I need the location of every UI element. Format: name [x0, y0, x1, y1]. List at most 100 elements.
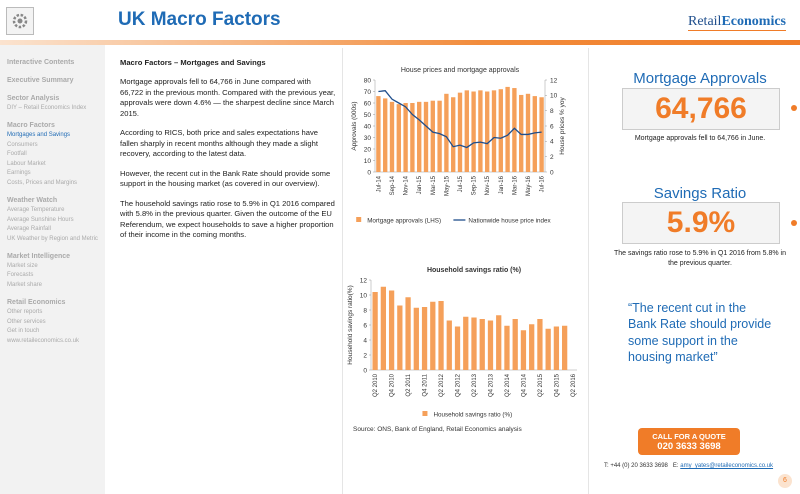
bar	[383, 98, 388, 172]
divider	[588, 48, 589, 494]
x-tick-label: Nov-14	[404, 175, 410, 195]
paragraph: The household savings ratio rose to 5.9%…	[120, 198, 335, 240]
bar	[487, 320, 494, 370]
y-tick-label: 60	[364, 100, 372, 107]
sidebar-item[interactable]: Earnings	[7, 170, 31, 177]
y-tick-label: 2	[363, 352, 367, 359]
y2-axis-label: House prices % yoy	[559, 97, 566, 155]
bar	[485, 91, 490, 172]
y-tick-label: 8	[363, 307, 367, 314]
header-rule	[0, 40, 800, 45]
y2-tick-label: 2	[550, 154, 554, 161]
x-tick-label: Sep-14	[390, 175, 396, 195]
bar	[417, 101, 422, 172]
sidebar-heading[interactable]: Macro Factors	[7, 122, 55, 129]
bar	[512, 88, 517, 172]
bar	[421, 307, 428, 370]
sidebar-heading[interactable]: Retail Economics	[7, 298, 66, 306]
x-tick-label: Q2 2011	[406, 373, 412, 396]
header	[0, 0, 800, 40]
footer: T: +44 (0) 20 3633 3698 E: amy_yates@ret…	[604, 463, 773, 469]
sidebar-item[interactable]: Market share	[7, 281, 43, 288]
kpi-caption: The savings ratio rose to 5.9% in Q1 201…	[614, 250, 786, 267]
bar	[498, 89, 503, 172]
bar	[491, 90, 497, 172]
logo: RetailEconomics	[688, 14, 786, 31]
sidebar-item[interactable]: Mortgages and Savings	[7, 132, 71, 138]
bar	[430, 100, 435, 172]
source: Source: ONS, Bank of England, Retail Eco…	[353, 426, 522, 433]
sidebar-heading[interactable]: Weather Watch	[7, 196, 58, 204]
logo-a: Retail	[688, 14, 722, 29]
sidebar-section: Retail Economics Other reports Other servi…	[0, 299, 105, 344]
bar	[430, 301, 436, 370]
sidebar-heading[interactable]: Executive Summary	[7, 77, 74, 84]
bar	[446, 320, 452, 370]
sidebar-item[interactable]: Get in touch	[7, 328, 40, 335]
bar	[532, 96, 537, 172]
sidebar-item[interactable]: Consumers	[7, 141, 38, 148]
x-tick-label: Sep-15	[472, 175, 478, 195]
x-tick-label: Q2 2012	[439, 373, 445, 397]
bar	[437, 100, 442, 172]
bar	[444, 93, 449, 172]
call-button[interactable]: CALL FOR A QUOTE 020 3633 3698	[638, 428, 740, 455]
sidebar-section: Sector Analysis DIY – Retail Economics In…	[0, 95, 105, 111]
sidebar-heading[interactable]: Interactive Contents	[7, 59, 75, 66]
sidebar-item[interactable]: Other services	[7, 318, 46, 325]
sidebar-section: Executive Summary	[0, 77, 105, 84]
y-tick-label: 20	[364, 146, 372, 153]
sidebar-item[interactable]: Costs, Prices and Margins	[7, 179, 78, 186]
kpi-caption: Mortgage approvals fell to 64,766 in Jun…	[634, 135, 766, 142]
sidebar-item[interactable]: www.retaileconomics.co.uk	[7, 337, 80, 344]
sidebar-item[interactable]: Average Rainfall	[7, 226, 51, 233]
sidebar-item[interactable]: Forecasts	[7, 272, 34, 279]
sidebar-item[interactable]: Other reports	[7, 308, 43, 315]
bar	[380, 286, 386, 370]
x-tick-label: Q4 2013	[488, 373, 494, 397]
x-tick-label: Q4 2010	[390, 373, 396, 397]
x-tick-label: Q2 2010	[373, 373, 379, 397]
y2-tick-label: 0	[550, 169, 554, 176]
bar	[520, 330, 527, 370]
sidebar-heading[interactable]: Sector Analysis	[7, 95, 60, 102]
settings-icon[interactable]	[6, 7, 34, 35]
x-tick-label: Jan-15	[417, 175, 423, 194]
sidebar-item[interactable]: Average Temperature	[7, 206, 65, 213]
paragraph: According to RICS, both price and sales …	[120, 128, 318, 159]
page-number: 6	[778, 474, 792, 488]
legend-label: Mortgage approvals (LHS)	[367, 217, 441, 224]
sidebar-item[interactable]: Market size	[7, 262, 38, 269]
sidebar-section: Weather Watch Average Temperature Average …	[0, 197, 105, 242]
sidebar-heading[interactable]: Market Intelligence	[7, 252, 71, 260]
footer-email[interactable]: amy_yates@retaileconomics.co.uk	[680, 463, 774, 469]
y-tick-label: 0	[367, 169, 371, 176]
sidebar-item[interactable]: Average Sunshine Hours	[7, 216, 74, 223]
y-tick-label: 10	[360, 292, 368, 299]
legend-swatch	[422, 411, 428, 416]
sidebar-item[interactable]: UK Weather by Region and Metric	[7, 235, 98, 242]
quote: “The recent cut in the Bank Rate should …	[628, 301, 772, 364]
cta-phone: 020 3633 3698	[657, 441, 721, 452]
bar	[438, 301, 444, 370]
footer-phone: T: +44 (0) 20 3633 3698	[604, 463, 668, 469]
x-tick-label: Jan-16	[499, 175, 505, 194]
sidebar-item[interactable]: Footfall	[7, 151, 27, 158]
sidebar-item[interactable]: DIY – Retail Economics Index	[7, 105, 87, 111]
y-tick-label: 70	[364, 89, 372, 96]
kpi-title: Mortgage Approvals	[633, 70, 767, 87]
x-tick-label: Q4 2015	[554, 373, 560, 397]
x-tick-label: Mar-15	[431, 175, 437, 195]
x-tick-label: Jul-16	[540, 175, 546, 192]
cta-label: CALL FOR A QUOTE	[652, 432, 726, 441]
article-heading: Macro Factors – Mortgages and Savings	[120, 58, 266, 67]
bar	[479, 319, 485, 370]
bar	[471, 317, 477, 370]
bar	[389, 101, 395, 172]
chart-title: House prices and mortgage approvals	[401, 67, 520, 74]
y-tick-label: 40	[364, 123, 372, 130]
sidebar-item[interactable]: Labour Market	[7, 160, 46, 167]
x-tick-label: Nov-15	[485, 175, 491, 195]
y-tick-label: 12	[360, 277, 368, 284]
